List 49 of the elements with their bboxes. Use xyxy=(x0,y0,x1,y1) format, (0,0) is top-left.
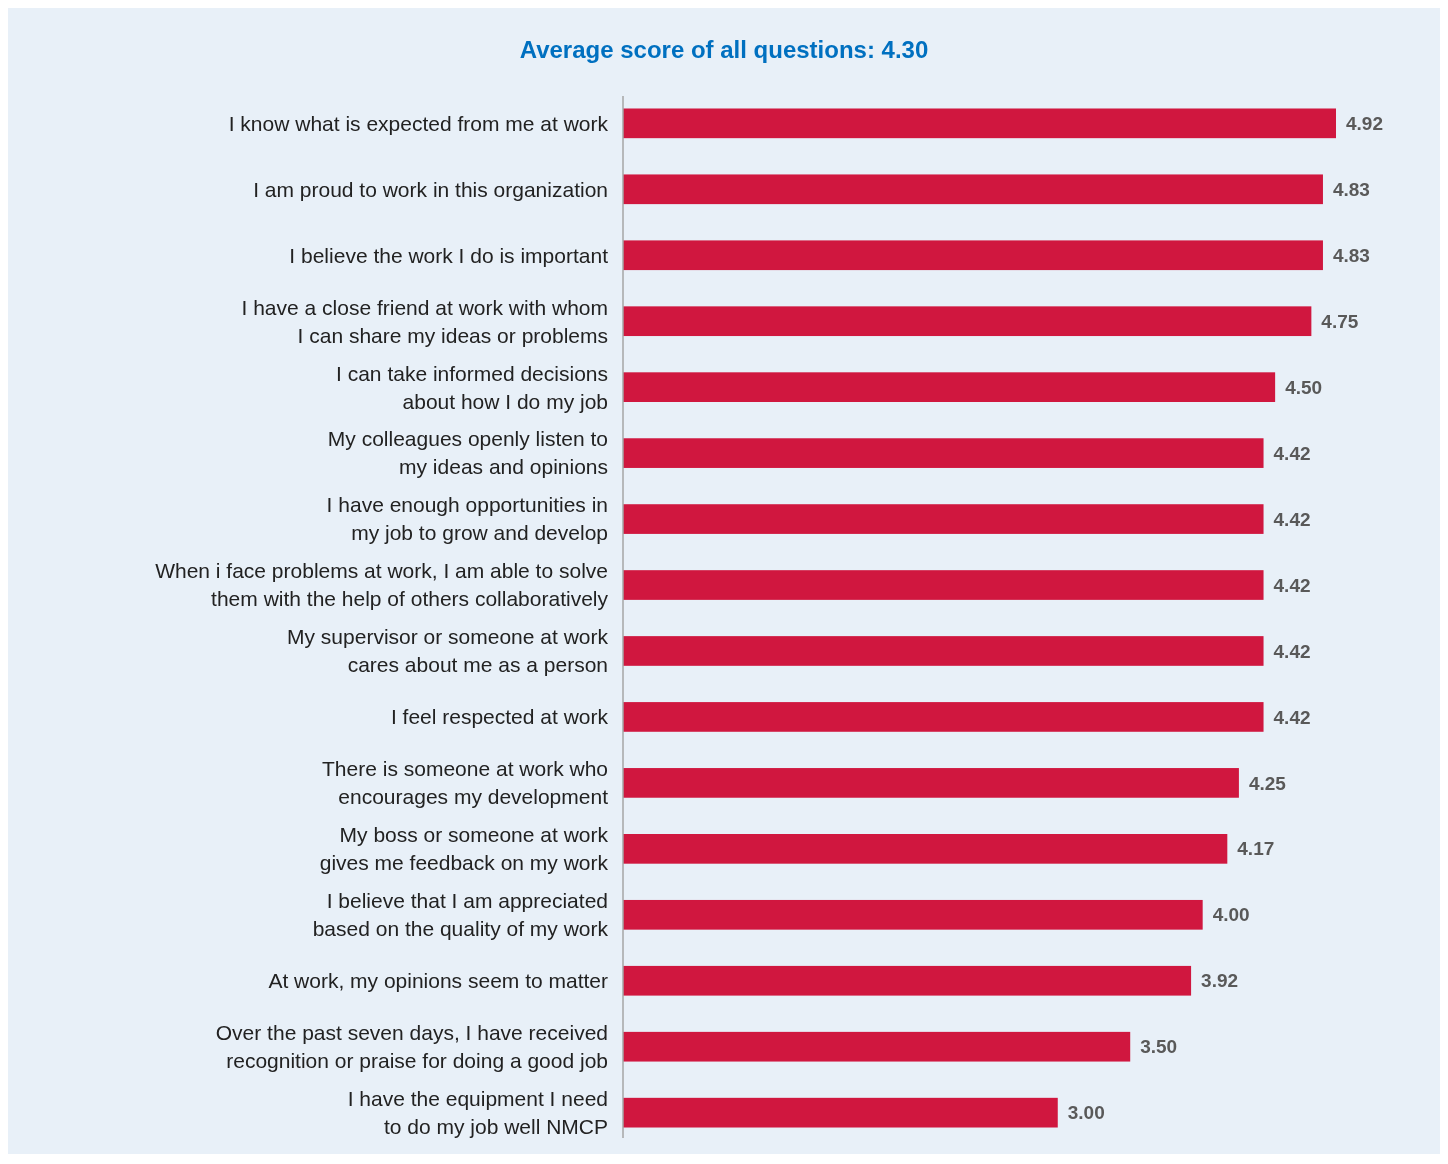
y-tick-label: My supervisor or someone at work cares about me as a person xyxy=(287,625,609,677)
data-label: 4.42 xyxy=(1273,706,1311,728)
data-label: 4.75 xyxy=(1321,310,1359,332)
bar xyxy=(623,636,1264,666)
data-label: 3.92 xyxy=(1201,970,1239,992)
y-tick-label: I believe the work I do is important xyxy=(289,243,609,267)
bar xyxy=(623,899,1203,930)
data-label: 4.17 xyxy=(1237,838,1275,860)
y-tick-label: I have the equipment I need to do my job well NMCP xyxy=(347,1087,608,1139)
bar xyxy=(623,1031,1131,1062)
bar xyxy=(623,504,1264,534)
data-label: 4.42 xyxy=(1273,640,1311,662)
bar xyxy=(623,438,1264,468)
bar xyxy=(623,834,1228,864)
chart-title: Average score of all questions: 4.30 xyxy=(519,36,929,63)
y-tick-label: I have a close friend at work with whom I can share my ideas or problems xyxy=(241,295,608,347)
data-label: 3.50 xyxy=(1140,1036,1178,1058)
data-label: 4.83 xyxy=(1332,178,1370,200)
data-label: 4.83 xyxy=(1332,244,1370,266)
bar xyxy=(623,965,1192,996)
y-tick-label: When i face problems at work, I am able to solve them with the help of others collaboratively xyxy=(155,559,609,611)
bar xyxy=(623,174,1323,205)
y-tick-label: I know what is expected from me at work xyxy=(228,111,609,135)
data-label: 4.92 xyxy=(1346,112,1383,134)
bar xyxy=(623,240,1323,271)
data-label: 4.42 xyxy=(1273,508,1311,530)
y-tick-label: My colleagues openly listen to my ideas and opinions xyxy=(327,427,608,479)
y-tick-label: My boss or someone at work gives me feedback on my work xyxy=(319,823,609,875)
bar xyxy=(623,372,1276,402)
y-tick-label: I am proud to work in this organization xyxy=(253,177,608,201)
y-tick-label: I can take informed decisions about how I do my job xyxy=(336,361,608,413)
data-label: 4.00 xyxy=(1212,904,1250,926)
data-label: 4.42 xyxy=(1273,574,1311,596)
bar xyxy=(623,768,1239,798)
bar xyxy=(623,108,1336,139)
y-tick-label: Over the past seven days, I have received recognition or praise for doing a good job xyxy=(215,1021,608,1073)
y-tick-label: I feel respected at work xyxy=(390,705,609,729)
bar xyxy=(623,570,1264,600)
y-tick-label: There is someone at work who encourages my development xyxy=(322,757,609,809)
bar xyxy=(623,1097,1058,1128)
y-tick-label: At work, my opinions seem to matter xyxy=(268,969,608,993)
bar xyxy=(623,702,1264,732)
data-label: 3.00 xyxy=(1067,1102,1105,1124)
data-label: 4.42 xyxy=(1273,442,1311,464)
y-tick-label: I have enough opportunities in my job to grow and develop xyxy=(326,493,608,545)
data-label: 4.50 xyxy=(1285,376,1323,398)
y-tick-label: I believe that I am appreciated based on the quality of my work xyxy=(312,889,609,941)
data-label: 4.25 xyxy=(1248,772,1287,794)
bar xyxy=(623,306,1312,337)
